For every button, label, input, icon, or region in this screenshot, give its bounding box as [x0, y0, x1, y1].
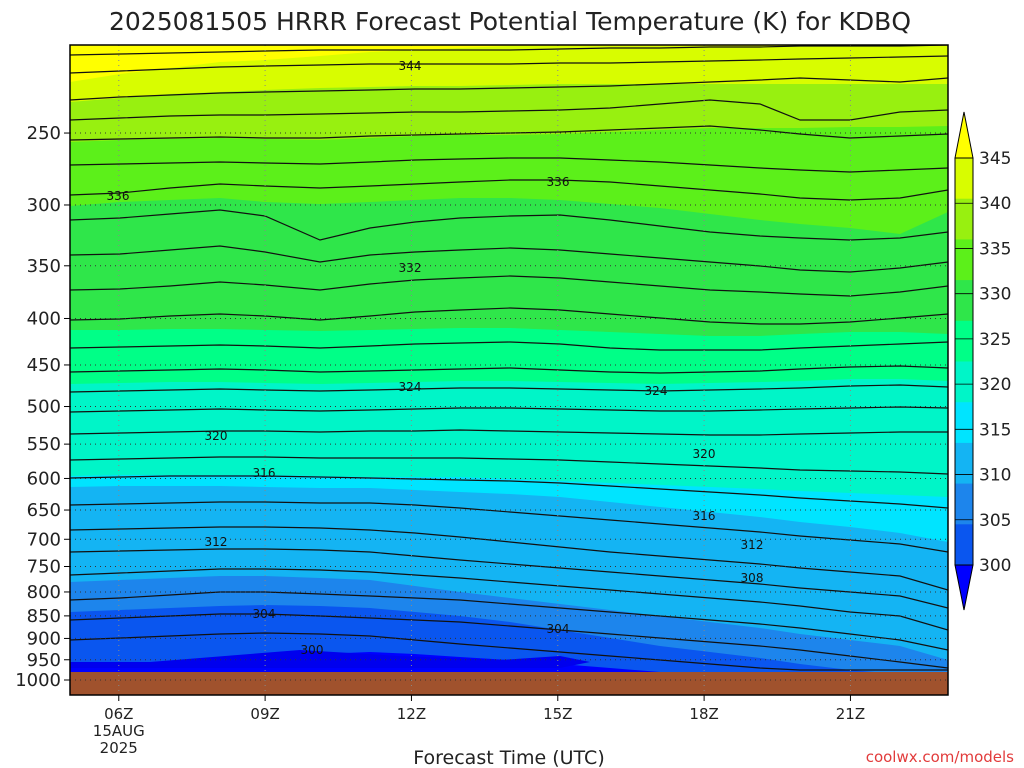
- contour-line: [70, 77, 948, 101]
- colorbar-label: 315: [979, 420, 1011, 440]
- colorbar-label: 320: [979, 375, 1011, 395]
- y-tick-label: 950: [27, 650, 61, 671]
- x-tick-label: 21Z: [836, 705, 865, 723]
- contour-label: 324: [645, 384, 668, 398]
- shaded-field: [70, 45, 948, 695]
- colorbar-label: 345: [979, 149, 1011, 169]
- y-tick-label: 700: [27, 529, 61, 550]
- contour-line: [70, 307, 948, 325]
- colorbar-label: 310: [979, 466, 1011, 486]
- x-date-label: 15AUG: [93, 722, 145, 740]
- contour-label: 320: [205, 429, 228, 443]
- x-axis-title: Forecast Time (UTC): [413, 747, 604, 768]
- shaded-band: [70, 650, 590, 668]
- colorbar-swatch: [955, 239, 973, 281]
- colorbar-label: 335: [979, 239, 1011, 259]
- contour-label: 324: [399, 380, 422, 394]
- contour-label: 300: [301, 643, 324, 657]
- contour-label: 312: [741, 538, 764, 552]
- y-tick-label: 600: [27, 468, 61, 489]
- x-date-label: 2025: [100, 739, 138, 757]
- credit-text[interactable]: coolwx.com/models: [866, 748, 1014, 766]
- y-tick-label: 400: [27, 308, 61, 329]
- contour-label: 316: [693, 509, 716, 523]
- y-tick-label: 550: [27, 434, 61, 455]
- contour-line: [70, 209, 948, 241]
- contour-label: 308: [741, 571, 764, 585]
- contour-line: [70, 365, 948, 374]
- contour-line: [70, 475, 948, 509]
- x-tick-label: 06Z: [104, 705, 133, 723]
- x-tick-label: 15Z: [543, 705, 572, 723]
- colorbar-swatch: [955, 198, 973, 240]
- contour-line: [70, 613, 948, 669]
- contour-label: 304: [547, 622, 570, 636]
- colorbar-swatch: [955, 361, 973, 403]
- chart-title: 2025081505 HRRR Forecast Potential Tempe…: [109, 7, 911, 36]
- contour-line: [70, 99, 948, 121]
- colorbar-min-arrow: [954, 564, 974, 611]
- contour-line: [70, 45, 948, 56]
- colorbar: 345 340 335 330 325 320 315 310 305 300: [954, 111, 1011, 611]
- contour-line: [70, 384, 948, 393]
- contour-label: 320: [693, 447, 716, 461]
- colorbar-swatch: [955, 483, 973, 525]
- colorbar-max-arrow: [954, 111, 974, 159]
- colorbar-swatch: [955, 402, 973, 444]
- contour-line: [70, 501, 948, 553]
- contour-label: 312: [205, 535, 228, 549]
- grid-lines: [70, 45, 948, 695]
- y-tick-label: 1000: [15, 670, 61, 691]
- contour-line: [70, 429, 948, 436]
- x-tick-label: 09Z: [250, 705, 279, 723]
- contour-line: [70, 275, 948, 297]
- colorbar-swatch: [955, 158, 973, 200]
- y-tick-label: 500: [27, 397, 61, 418]
- colorbar-swatch: [955, 442, 973, 485]
- contour-line: [70, 55, 948, 74]
- contour-line: [70, 568, 948, 631]
- colorbar-label: 300: [979, 556, 1011, 576]
- contour-label-group: 344 336 336 332 324 324 320 320 316 316 312 312 308 3…: [107, 59, 764, 657]
- colorbar-swatch: [955, 524, 973, 566]
- y-tick-label: 350: [27, 256, 61, 277]
- x-tick-label: 18Z: [689, 705, 718, 723]
- ground-fill: [70, 672, 948, 695]
- y-tick-label: 900: [27, 628, 61, 649]
- contour-line: [70, 341, 948, 351]
- contour-line: [70, 548, 948, 609]
- contour-line: [70, 456, 948, 475]
- contour-line: [70, 157, 948, 173]
- axes: 2503003504004505005506006507007508008509…: [15, 44, 949, 757]
- colorbar-swatch: [955, 320, 973, 362]
- contour-line: [70, 179, 948, 201]
- colorbar-label: 325: [979, 330, 1011, 350]
- colorbar-label: 330: [979, 285, 1011, 305]
- y-tick-label: 250: [27, 123, 61, 144]
- colorbar-label: 305: [979, 511, 1011, 531]
- y-tick-label: 750: [27, 556, 61, 577]
- contour-label: 332: [399, 261, 422, 275]
- y-tick-label: 850: [27, 606, 61, 627]
- contour-label: 336: [107, 189, 130, 203]
- contour-label: 344: [399, 59, 422, 73]
- contour-label: 336: [547, 175, 570, 189]
- contour-line: [70, 526, 948, 591]
- contour-line: [70, 406, 948, 413]
- colorbar-label: 340: [979, 194, 1011, 214]
- contour-line: [70, 632, 948, 671]
- colorbar-swatch: [955, 280, 973, 322]
- y-tick-label: 650: [27, 500, 61, 521]
- contour-line: [70, 245, 948, 273]
- plot-frame: [69, 44, 949, 696]
- contour-label: 304: [253, 607, 276, 621]
- contour-label: 316: [253, 466, 276, 480]
- x-tick-label: 12Z: [397, 705, 426, 723]
- y-tick-label: 300: [27, 195, 61, 216]
- y-tick-label: 450: [27, 355, 61, 376]
- y-tick-label: 800: [27, 582, 61, 603]
